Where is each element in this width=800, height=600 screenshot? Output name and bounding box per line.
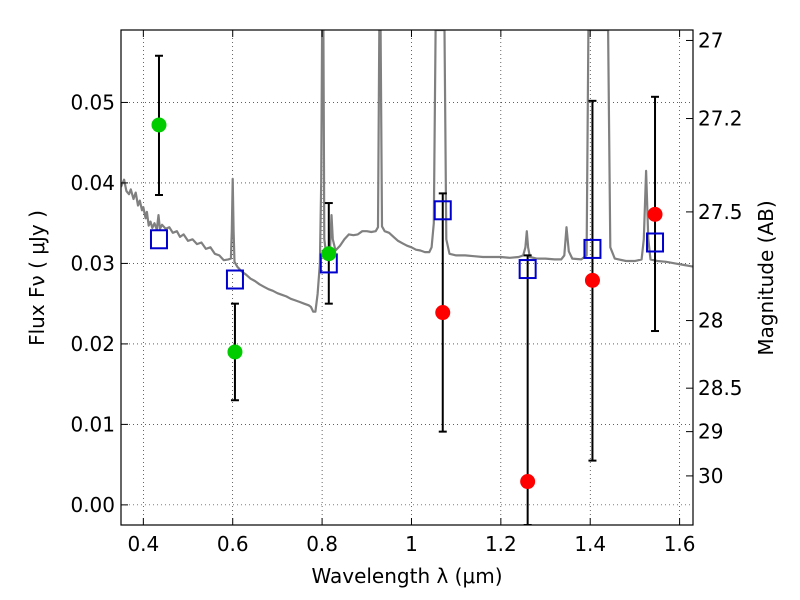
mag-tick-label: 27 [698, 28, 723, 52]
spectrum-line [121, 30, 693, 313]
mag-tick-label: 28.5 [698, 376, 743, 400]
low-sn-point [584, 272, 600, 288]
mag-tick-label: 27.5 [698, 200, 743, 224]
plot-frame [120, 29, 694, 526]
x-tick-label: 0.8 [306, 532, 338, 556]
x-tick-label: 1.2 [485, 532, 517, 556]
x-tick-label: 1.6 [664, 532, 696, 556]
y-tick-label: 0.03 [70, 251, 115, 275]
y-tick-label: 0.04 [70, 171, 115, 195]
y-axis-title-right: Magnitude (AB) [754, 200, 778, 355]
model-flux-square [149, 229, 168, 250]
y-tick-label: 0.02 [70, 332, 115, 356]
y-axis-title-left: Flux Fν ( μJy ) [25, 210, 49, 346]
mag-tick-label: 27.2 [698, 107, 743, 131]
model-flux-square [646, 232, 665, 253]
mag-tick-label: 28 [698, 309, 723, 333]
x-tick-label: 0.6 [217, 532, 249, 556]
model-flux-square [225, 269, 244, 290]
model-spectrum [121, 30, 693, 313]
detection-point [321, 246, 337, 262]
x-tick-label: 1 [405, 532, 418, 556]
mag-tick-label: 30 [698, 464, 723, 488]
low-sn-point [435, 305, 451, 321]
model-bandpass-squares [149, 200, 665, 290]
model-flux-square [433, 200, 452, 221]
mag-tick-label: 29 [698, 420, 723, 444]
detection-point [151, 117, 167, 133]
x-axis-title: Wavelength λ (μm) [311, 564, 502, 588]
error-bars [154, 54, 660, 525]
model-flux-square [518, 259, 537, 280]
low-sn-point [520, 474, 536, 490]
model-flux-square [583, 238, 602, 259]
y-tick-label: 0.00 [70, 493, 115, 517]
y-tick-label: 0.05 [70, 90, 115, 114]
detection-point [227, 344, 243, 360]
axis-ticks: 0.4 0.6 0.8 1 1.2 1.4 1.6 0.00 0.01 0.02 0.03 0.04 0… [70, 28, 742, 556]
low-sn-point [647, 206, 663, 222]
observed-points [151, 117, 663, 490]
x-tick-label: 0.4 [127, 532, 159, 556]
grid-lines [121, 30, 693, 525]
x-tick-label: 1.4 [574, 532, 606, 556]
y-tick-label: 0.01 [70, 412, 115, 436]
